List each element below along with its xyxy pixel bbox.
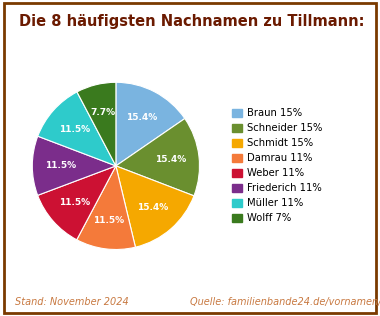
Wedge shape xyxy=(38,92,116,166)
Wedge shape xyxy=(116,118,200,196)
Text: 11.5%: 11.5% xyxy=(59,198,90,207)
Wedge shape xyxy=(116,166,194,247)
Text: Quelle: familienbande24.de/vornamen/: Quelle: familienbande24.de/vornamen/ xyxy=(190,296,380,307)
Text: Die 8 häufigsten Nachnamen zu Tillmann:: Die 8 häufigsten Nachnamen zu Tillmann: xyxy=(19,14,364,29)
Text: 7.7%: 7.7% xyxy=(90,108,115,117)
Wedge shape xyxy=(32,136,116,195)
Wedge shape xyxy=(38,166,116,240)
Text: 15.4%: 15.4% xyxy=(126,112,157,122)
Text: 15.4%: 15.4% xyxy=(155,155,186,164)
Wedge shape xyxy=(116,82,185,166)
Text: 11.5%: 11.5% xyxy=(45,161,76,170)
Wedge shape xyxy=(77,166,135,250)
Text: 11.5%: 11.5% xyxy=(93,216,125,225)
Text: 11.5%: 11.5% xyxy=(59,125,90,134)
Text: 15.4%: 15.4% xyxy=(137,203,168,212)
Text: Stand: November 2024: Stand: November 2024 xyxy=(15,296,129,307)
Wedge shape xyxy=(77,82,116,166)
Legend: Braun 15%, Schneider 15%, Schmidt 15%, Damrau 11%, Weber 11%, Friederich 11%, Mü: Braun 15%, Schneider 15%, Schmidt 15%, D… xyxy=(230,106,324,225)
